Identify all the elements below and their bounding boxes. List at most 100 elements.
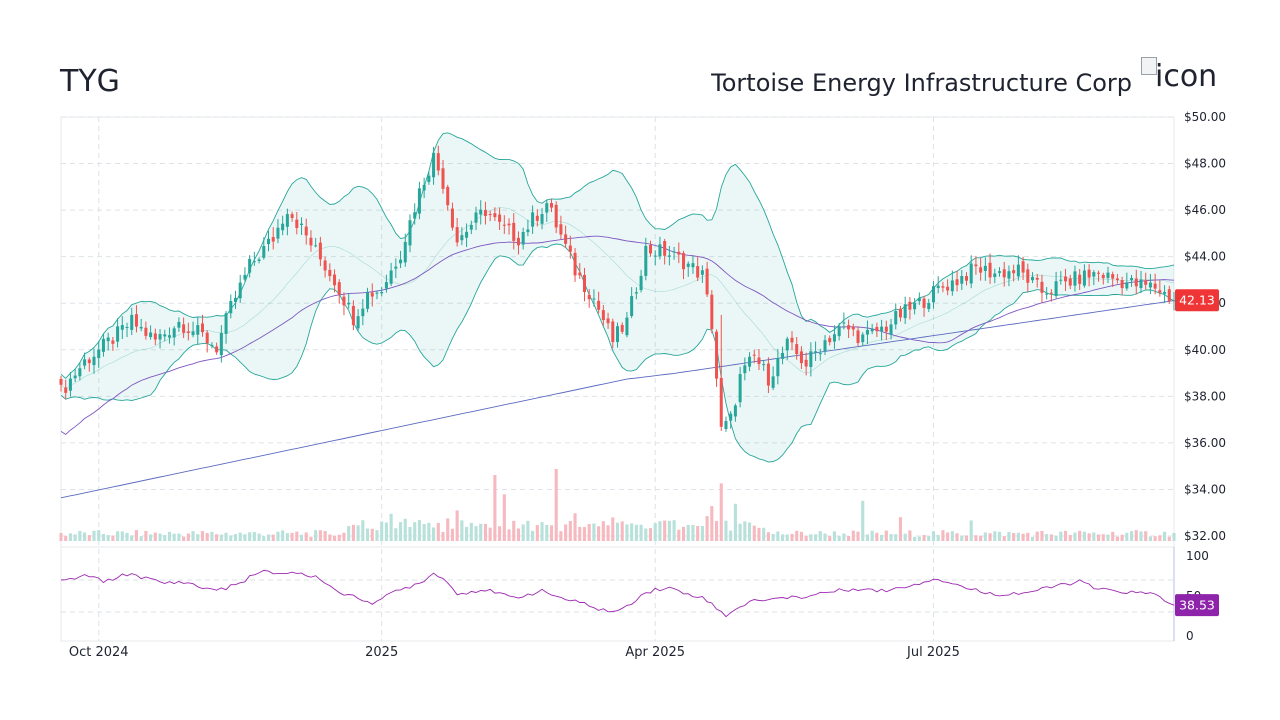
candle (658, 236, 662, 260)
volume-bar (502, 494, 506, 541)
company-logo: icon (1141, 57, 1221, 97)
volume-bar (908, 530, 912, 541)
price-axis-label: $36.00 (1184, 436, 1226, 450)
candle (1007, 265, 1011, 287)
candle-body (441, 168, 445, 189)
candle-body (248, 258, 252, 273)
volume-bar (795, 530, 799, 541)
candle-body (672, 251, 676, 253)
candle-body (799, 351, 803, 364)
candle-body (601, 310, 605, 321)
volume-bar (1120, 534, 1124, 541)
candle-body (68, 378, 72, 391)
candle (611, 318, 615, 349)
candle-body (1120, 280, 1124, 289)
candle-body (521, 232, 525, 245)
bollinger-bands (60, 132, 1175, 463)
candle (502, 215, 506, 234)
candle-body (460, 235, 464, 241)
volume-bar (323, 530, 327, 541)
candle-body (1002, 269, 1006, 278)
candle (97, 340, 101, 368)
volume-bar (460, 520, 464, 541)
candle-body (323, 260, 327, 271)
candle-body (979, 267, 983, 273)
candle (266, 230, 271, 252)
candle (304, 218, 308, 245)
candle (257, 257, 261, 264)
candle-body (134, 314, 138, 327)
volume-bar (403, 518, 407, 541)
candle-body (111, 340, 115, 344)
volume-bar (941, 530, 945, 541)
candle-body (743, 365, 747, 374)
candle-body (512, 222, 516, 241)
candle (564, 225, 568, 248)
volume-bar (752, 525, 756, 541)
candle (785, 336, 789, 360)
candle (903, 296, 907, 325)
volume-bar (667, 520, 671, 541)
candle (597, 291, 601, 314)
volume-bar (299, 534, 304, 541)
volume-bar (733, 503, 737, 541)
candle (422, 177, 426, 199)
candle (908, 296, 912, 320)
candle-body (1035, 277, 1039, 280)
volume-bar (191, 531, 195, 541)
volume-bar (215, 534, 219, 541)
candle-body (200, 323, 204, 333)
candle (134, 305, 138, 333)
candle (215, 342, 219, 355)
price-axis-label: $48.00 (1184, 157, 1226, 171)
candle-body (1163, 291, 1167, 294)
candle (172, 326, 176, 346)
candle (946, 279, 950, 296)
volume-bar (974, 535, 978, 541)
volume-bar (672, 520, 676, 541)
candle (417, 181, 421, 220)
candle-body (333, 274, 337, 286)
candle-body (172, 328, 176, 338)
volume-bar (1139, 531, 1143, 541)
candle (814, 341, 818, 362)
candle (394, 258, 398, 279)
volume-bar (913, 536, 917, 541)
volume-bar (1172, 532, 1176, 541)
volume-bar (384, 522, 388, 541)
candle (314, 237, 318, 248)
candle-body (752, 354, 756, 356)
candle (1059, 271, 1063, 285)
volume-bar (847, 536, 851, 541)
volume-bar (955, 533, 959, 541)
candle (672, 246, 676, 260)
volume-bar (290, 532, 294, 541)
candle-body (776, 357, 780, 377)
volume-bar (328, 534, 332, 541)
volume-bar (337, 534, 341, 541)
volume-bar (106, 535, 110, 541)
volume-bar (582, 527, 587, 541)
candle-body (597, 300, 601, 310)
candle (667, 246, 671, 266)
candle (512, 213, 516, 250)
volume-bar (1153, 536, 1157, 541)
candle (573, 248, 577, 282)
candle-body (120, 325, 124, 330)
candle (68, 372, 72, 397)
volume-bar (738, 523, 742, 541)
volume-bar (526, 520, 530, 541)
volume-bar (224, 532, 228, 541)
volume-bar (993, 531, 997, 541)
volume-bar (1101, 534, 1105, 541)
candle-body (941, 286, 945, 288)
candle (578, 263, 582, 279)
candle-body (611, 321, 615, 343)
candle-body (295, 219, 299, 229)
candle-body (285, 214, 289, 227)
candle (818, 348, 822, 361)
candle (1172, 292, 1176, 311)
candle (139, 318, 143, 332)
volume-bar (219, 534, 223, 541)
